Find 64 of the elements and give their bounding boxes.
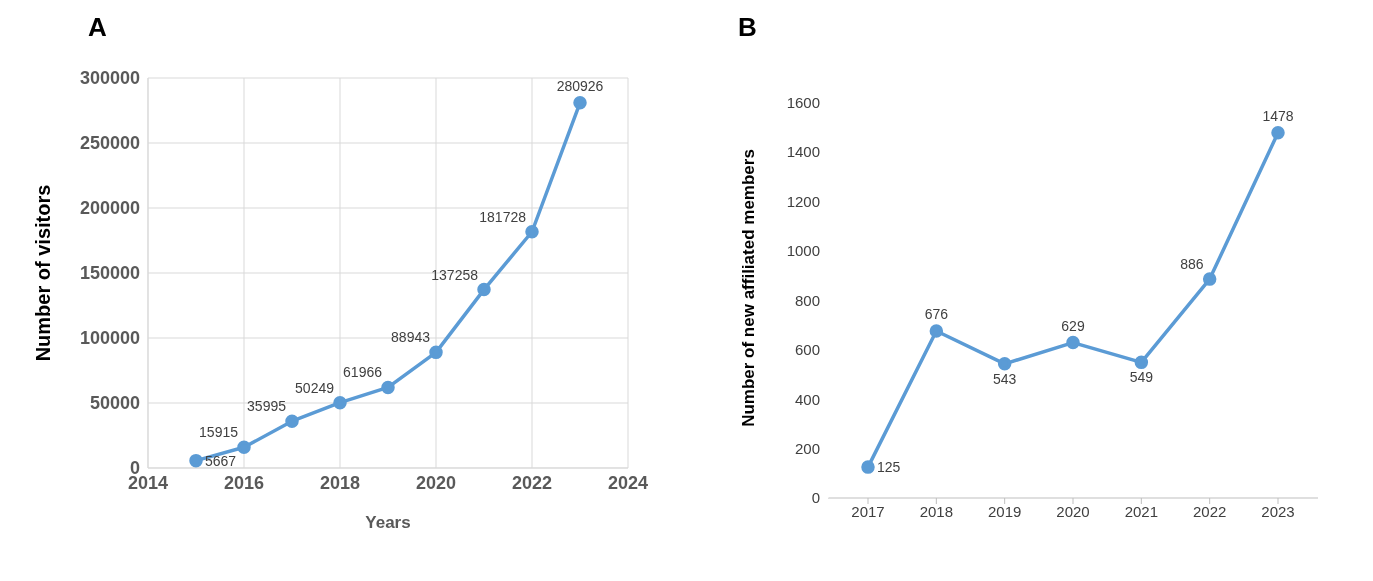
point: [1134, 355, 1149, 370]
x-tick-label: 2016: [223, 472, 265, 493]
point: [1271, 126, 1285, 140]
x-tick-label: 2018: [319, 472, 361, 493]
point: [237, 440, 251, 455]
data-label: 543: [992, 370, 1017, 387]
data-label: 15915: [199, 424, 239, 441]
x-tick-label: 2020: [415, 472, 457, 493]
chart-title: B: [738, 12, 757, 43]
data-label: 88943: [391, 329, 431, 346]
x-tick-label: 2018: [919, 502, 954, 520]
data-label: 50249: [295, 379, 335, 396]
y-tick-label: 0: [811, 489, 820, 507]
data-label: 35995: [247, 398, 287, 415]
data-label: 61966: [343, 364, 383, 381]
y-tick-label: 100000: [79, 328, 140, 349]
data-label: 137258: [431, 266, 479, 283]
data-label: 125: [877, 459, 901, 476]
y-tick-label: 300000: [79, 68, 140, 89]
point: [929, 324, 944, 338]
y-axis-title: Number of visitors: [32, 184, 55, 362]
y-tick-label: 400: [794, 390, 820, 408]
point: [285, 414, 299, 428]
x-tick-label: 2021: [1124, 502, 1159, 520]
y-tick-label: 1600: [786, 94, 820, 112]
point: [1202, 272, 1217, 286]
y-tick-label: 600: [794, 341, 820, 359]
data-label: 181728: [479, 208, 527, 225]
data-label: 5667: [205, 452, 237, 469]
point: [333, 395, 347, 410]
y-tick-label: 1200: [786, 192, 820, 210]
x-tick-label: 2023: [1261, 502, 1295, 520]
data-label: 549: [1129, 369, 1154, 386]
data-label: 629: [1061, 317, 1085, 334]
x-axis-title: Years: [365, 513, 411, 532]
data-label: 280926: [556, 77, 604, 94]
y-axis-title: Number of new affiliated members: [739, 149, 759, 427]
point: [997, 357, 1012, 371]
x-tick-label: 2022: [1192, 502, 1227, 520]
point: [477, 282, 491, 297]
y-tick-label: 1000: [786, 242, 820, 260]
point: [381, 380, 395, 395]
y-tick-label: 200000: [79, 198, 140, 219]
point: [861, 460, 875, 474]
x-tick-label: 2017: [851, 502, 885, 520]
point: [573, 96, 587, 110]
x-tick-label: 2022: [511, 472, 553, 493]
chart-title: A: [88, 12, 107, 43]
y-tick-label: 250000: [79, 133, 140, 154]
x-tick-label: 2024: [607, 472, 649, 493]
y-tick-label: 800: [794, 291, 820, 309]
data-label: 1478: [1262, 107, 1294, 124]
y-tick-label: 150000: [79, 263, 140, 284]
point: [189, 453, 203, 468]
point: [525, 225, 539, 239]
point: [1066, 335, 1080, 350]
y-tick-label: 50000: [89, 393, 140, 414]
point: [429, 345, 443, 360]
y-tick-label: 1400: [786, 143, 820, 161]
data-label: 886: [1180, 256, 1204, 273]
x-tick-label: 2019: [987, 502, 1022, 520]
data-label: 676: [924, 305, 949, 322]
y-tick-label: 200: [794, 439, 820, 457]
x-tick-label: 2020: [1056, 502, 1090, 520]
